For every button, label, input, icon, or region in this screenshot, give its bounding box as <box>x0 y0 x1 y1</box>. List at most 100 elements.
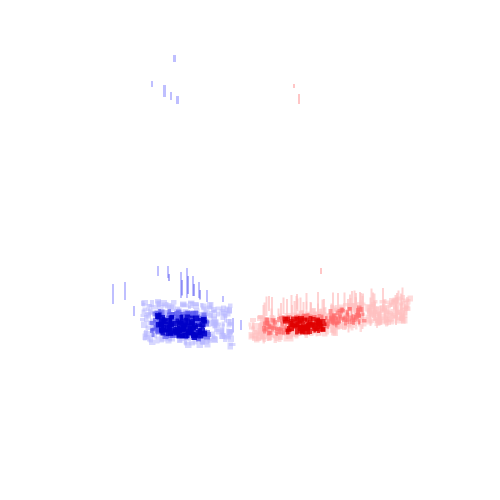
red-density-mark <box>281 325 286 330</box>
red-density-mark <box>297 317 303 324</box>
red-density-mark <box>293 84 295 88</box>
red-density-mark <box>347 320 350 325</box>
red-density-mark <box>320 268 322 274</box>
blue-density-mark <box>148 335 154 343</box>
blue-density-mark <box>169 315 175 319</box>
red-density-mark <box>380 313 386 321</box>
blue-density-mark <box>192 324 198 328</box>
blue-density-mark <box>223 314 228 318</box>
blue-density-mark <box>192 310 198 317</box>
blue-density-mark <box>214 325 221 333</box>
blue-density-mark <box>226 322 232 328</box>
red-density-mark <box>347 318 352 322</box>
blue-density-mark <box>163 311 167 316</box>
red-density-mark <box>256 335 261 342</box>
blue-density-mark <box>200 325 205 329</box>
blue-density-mark <box>155 325 160 332</box>
blue-density-mark <box>196 342 203 349</box>
blue-density-mark <box>196 323 202 328</box>
red-density-mark <box>248 322 251 327</box>
red-density-mark <box>264 317 270 323</box>
red-density-mark <box>284 322 288 326</box>
red-density-mark <box>263 321 266 327</box>
red-density-mark <box>361 319 367 323</box>
blue-density-mark <box>190 319 195 325</box>
blue-density-mark <box>212 336 218 343</box>
red-density-mark <box>273 335 277 343</box>
red-density-mark <box>387 316 393 323</box>
red-density-mark <box>288 326 294 331</box>
blue-density-mark <box>232 318 234 332</box>
red-density-mark <box>377 315 382 322</box>
red-density-mark <box>407 295 414 302</box>
blue-density-mark <box>177 321 181 328</box>
blue-density-mark <box>181 316 187 321</box>
blue-density-mark <box>141 299 148 306</box>
red-density-mark <box>388 310 393 318</box>
blue-density-mark <box>151 327 156 332</box>
red-density-mark <box>292 324 297 329</box>
red-density-mark <box>319 319 326 323</box>
red-density-mark <box>350 310 353 315</box>
blue-density-mark <box>180 318 184 322</box>
red-density-mark <box>319 308 323 316</box>
red-density-mark <box>291 316 296 322</box>
blue-density-mark <box>158 326 164 330</box>
blue-density-mark <box>155 313 161 320</box>
red-density-mark <box>335 316 338 320</box>
red-density-mark <box>320 314 324 320</box>
red-density-mark <box>384 312 390 319</box>
red-density-mark <box>302 326 307 331</box>
red-density-mark <box>351 291 354 307</box>
blue-density-mark <box>150 305 158 310</box>
red-density-mark <box>257 315 262 321</box>
red-density-mark <box>331 313 336 320</box>
blue-density-mark <box>201 317 207 322</box>
blue-density-mark <box>222 296 224 302</box>
blue-density-mark <box>140 317 146 322</box>
red-density-mark <box>359 324 362 332</box>
red-density-mark <box>275 332 278 337</box>
blue-density-mark <box>181 323 187 328</box>
blue-density-mark <box>179 311 183 315</box>
red-density-mark <box>329 315 333 321</box>
blue-density-mark <box>184 317 188 324</box>
blue-density-mark <box>215 328 220 335</box>
red-density-mark <box>313 327 317 333</box>
red-density-mark <box>301 313 307 320</box>
red-density-mark <box>343 315 346 319</box>
red-density-mark <box>347 306 353 311</box>
red-density-mark <box>331 327 337 336</box>
blue-density-mark <box>159 329 164 334</box>
red-density-mark <box>354 313 358 317</box>
blue-density-mark <box>151 332 155 338</box>
blue-density-mark <box>151 81 153 87</box>
red-density-mark <box>403 310 408 318</box>
red-density-mark <box>350 303 357 307</box>
red-density-mark <box>317 292 320 320</box>
blue-density-mark <box>176 312 181 317</box>
red-density-mark <box>336 316 341 321</box>
blue-density-mark <box>220 315 226 321</box>
red-density-mark <box>262 325 267 332</box>
blue-density-mark <box>179 333 185 339</box>
red-density-mark <box>336 318 339 324</box>
blue-density-mark <box>199 321 206 327</box>
blue-density-mark <box>133 306 135 316</box>
red-density-mark <box>295 328 299 335</box>
red-density-mark <box>277 334 283 341</box>
red-density-mark <box>351 314 356 320</box>
blue-density-mark <box>206 302 214 310</box>
blue-density-mark <box>160 300 167 306</box>
red-density-mark <box>391 312 396 319</box>
blue-density-mark <box>173 55 176 62</box>
red-density-mark <box>351 320 355 326</box>
blue-density-mark <box>157 266 159 276</box>
red-density-mark <box>316 322 323 328</box>
red-density-mark <box>266 333 269 341</box>
blue-density-mark <box>201 330 208 337</box>
red-density-mark <box>332 292 334 314</box>
blue-density-mark <box>155 336 160 344</box>
red-density-mark <box>404 316 408 324</box>
blue-density-mark <box>202 340 209 345</box>
